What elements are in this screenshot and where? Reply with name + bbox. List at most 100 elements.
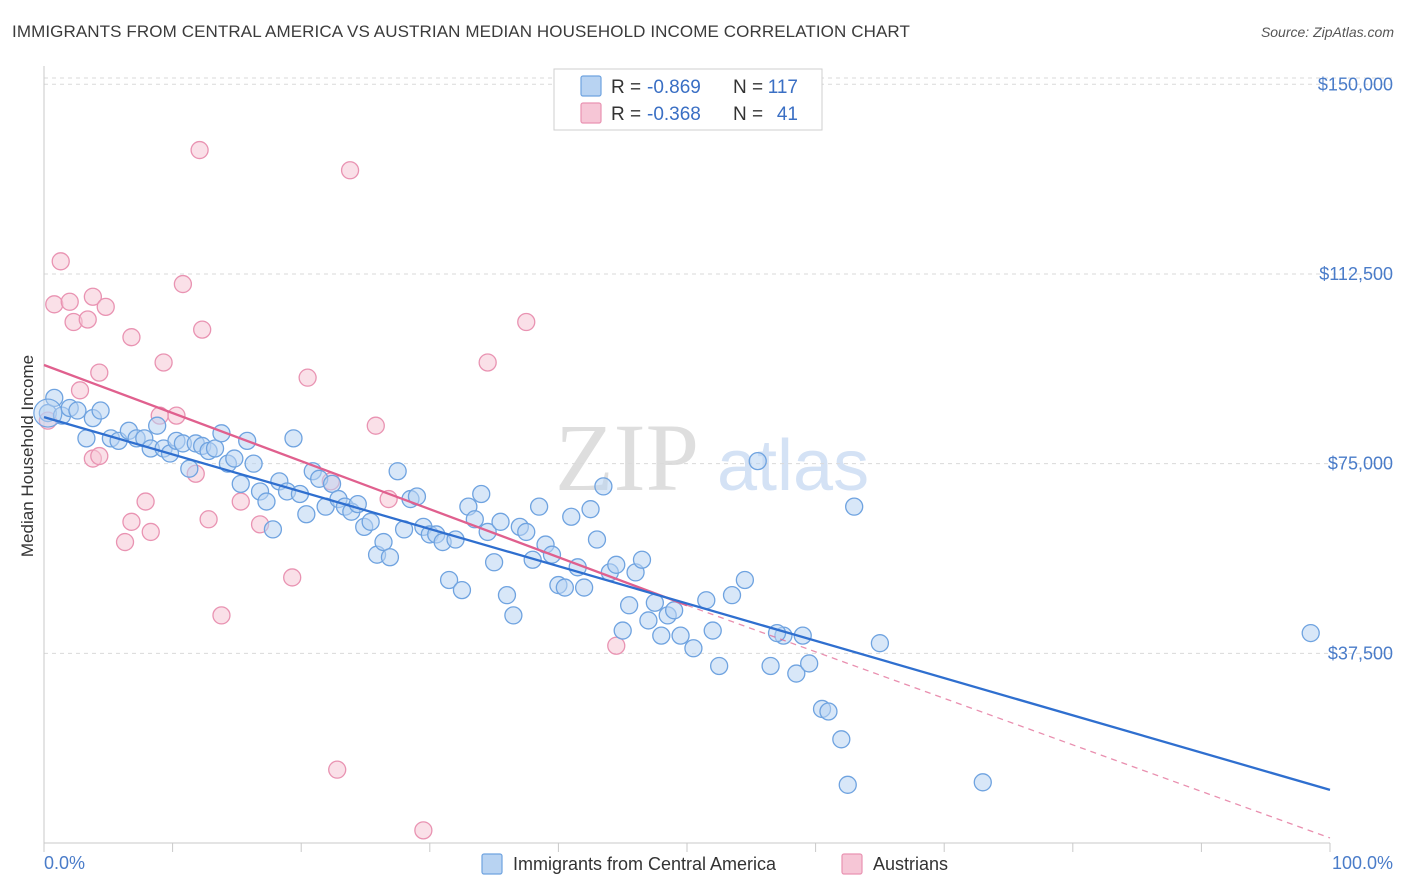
austrians-point-26 [199, 510, 218, 529]
austrians-point-17 [298, 368, 317, 387]
central-america-point-107 [800, 654, 819, 673]
y-tick-label-0: $37,500 [1328, 643, 1393, 663]
austrians-point-22 [122, 512, 141, 531]
austrians-point-8 [70, 381, 90, 400]
austrians-point-18 [366, 416, 385, 435]
central-america-point-105 [787, 664, 806, 683]
central-america-point-27 [231, 474, 250, 494]
central-america-point-29 [244, 454, 263, 473]
central-america-point-71 [517, 522, 536, 542]
central-america-point-85 [607, 555, 626, 574]
austrians-point-9 [122, 328, 141, 347]
austrians-point-7 [90, 363, 109, 382]
austrians-point-24 [141, 522, 160, 542]
central-america-point-61 [452, 580, 472, 600]
source-label: Source: ZipAtlas.com [1260, 24, 1394, 40]
legend-n-value-2: 41 [777, 104, 798, 125]
central-america-point-102 [748, 451, 767, 471]
central-america-point-110 [832, 730, 851, 749]
central-america-point-80 [574, 578, 594, 597]
legend-r-value-2: -0.368 [647, 104, 701, 125]
central-america-point-68 [497, 586, 517, 605]
austrians-point-11 [173, 274, 193, 294]
central-america-point-26 [225, 449, 244, 468]
central-america-point-109 [819, 702, 838, 721]
trend-lines [43, 363, 1331, 839]
austrians-point-33 [478, 353, 497, 372]
austrians-point-34 [517, 312, 536, 332]
legend: R = -0.869 N = 117 R = -0.368 N = 41 [553, 68, 823, 131]
central-america-point-31 [257, 492, 276, 511]
legend-r-label-1: R = [611, 77, 641, 98]
central-america-point-81 [581, 500, 600, 519]
austrians-point-2 [60, 292, 79, 311]
central-america-point-96 [684, 639, 703, 658]
legend-n-label-2: N = [733, 104, 763, 125]
bottom-legend-swatch-blue [481, 853, 503, 875]
central-america-point-101 [735, 570, 755, 590]
central-america-point-large [33, 398, 63, 428]
central-america-point-113 [870, 634, 890, 653]
legend-n-value-1: 117 [768, 77, 798, 98]
legend-swatch-pink [580, 102, 602, 124]
central-america-point-64 [472, 484, 491, 504]
central-america-point-67 [491, 512, 510, 531]
central-america-point-87 [619, 596, 639, 615]
y-axis-label: Median Household Income [18, 355, 37, 557]
bottom-legend: Immigrants from Central America Austrian… [481, 853, 948, 875]
central-america-point-97 [697, 591, 716, 610]
central-america-point-23 [205, 439, 225, 458]
bottom-legend-label-pink: Austrians [873, 854, 948, 874]
central-america-point-19 [180, 459, 199, 478]
central-america-trend-line [43, 416, 1331, 791]
central-america-point-100 [722, 586, 742, 605]
austrians-point-4 [83, 287, 103, 306]
central-america-point-94 [664, 601, 684, 620]
central-america-point-50 [380, 548, 400, 567]
central-america-point-51 [388, 462, 407, 481]
gridlines [44, 77, 1395, 654]
central-america-point-73 [529, 497, 549, 516]
central-america-point-90 [639, 611, 658, 630]
central-america-point-98 [703, 621, 722, 640]
legend-n-label-1: N = [733, 77, 763, 98]
austrians-point-16 [340, 161, 360, 180]
chart-title: IMMIGRANTS FROM CENTRAL AMERICA VS AUSTR… [12, 22, 910, 41]
bottom-legend-swatch-pink [841, 853, 863, 875]
central-america-point-82 [587, 530, 607, 549]
austrians-trend-dashed [686, 604, 1331, 839]
watermark-atlas: atlas [717, 426, 869, 506]
central-america-point-49 [374, 532, 393, 552]
austrians-point-1 [45, 295, 64, 314]
x-tick-label-min: 0.0% [44, 853, 85, 873]
central-america-point-47 [361, 512, 380, 531]
central-america-point-4 [68, 401, 87, 420]
central-america-point-37 [297, 505, 316, 524]
central-america-point-111 [838, 775, 857, 794]
bottom-legend-label-blue: Immigrants from Central America [513, 854, 777, 874]
austrians-point-35 [607, 636, 626, 655]
central-america-point-59 [439, 570, 459, 590]
legend-r-label-2: R = [611, 104, 641, 125]
austrians-trend-line [43, 363, 688, 607]
austrians-point-37 [414, 821, 433, 840]
central-america-point-95 [671, 626, 690, 645]
axes [43, 66, 1331, 852]
legend-swatch-blue [580, 75, 602, 97]
central-america-point-35 [284, 429, 303, 448]
central-america-point-14 [148, 416, 167, 435]
central-america-point-92 [652, 626, 671, 645]
central-america-point-99 [710, 656, 729, 676]
central-america-point-1 [45, 388, 64, 408]
austrians-point-27 [231, 492, 250, 511]
austrians-point-0 [51, 252, 70, 271]
central-america-point-103 [761, 656, 780, 676]
central-america-point-114 [973, 773, 992, 792]
central-america-point-78 [562, 507, 581, 526]
austrians-point-15 [190, 140, 209, 160]
central-america-point-83 [594, 477, 613, 496]
central-america-point-66 [484, 553, 504, 572]
y-tick-label-3: $150,000 [1318, 74, 1393, 94]
central-america-point-5 [77, 429, 96, 448]
